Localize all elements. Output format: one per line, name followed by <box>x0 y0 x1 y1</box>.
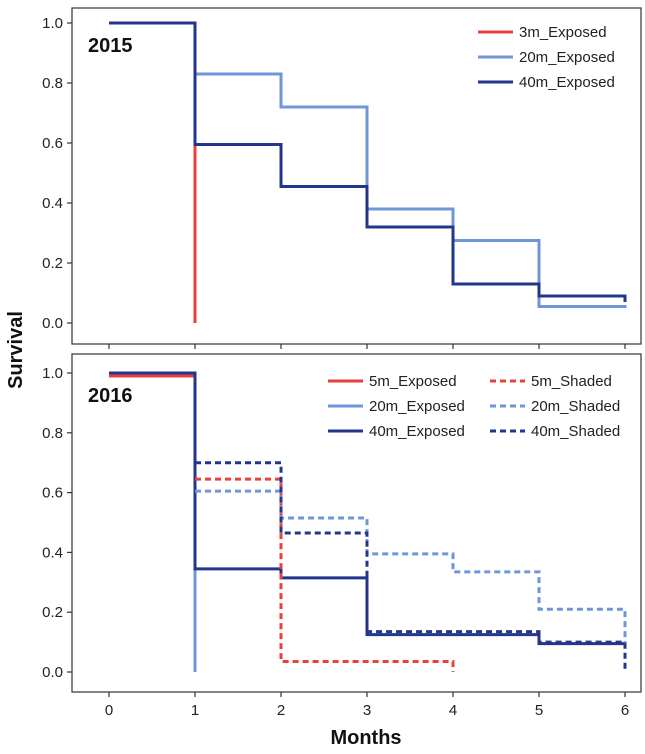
y-axis-title: Survival <box>5 311 27 389</box>
x-tick-label: 5 <box>535 702 543 719</box>
x-tick-label: 0 <box>105 702 113 719</box>
y-tick-label: 0.6 <box>42 485 63 502</box>
panel-title: 2015 <box>88 35 133 57</box>
y-tick-label: 1.0 <box>42 365 63 382</box>
legend-label: 20m_Exposed <box>369 398 465 415</box>
legend-label: 40m_Exposed <box>369 423 465 440</box>
legend-label: 40m_Shaded <box>531 423 620 440</box>
panel-2016: 0.0 0.2 0.4 0.6 0.8 1.0 0 1 2 3 4 5 6 5m_Exposed 20m_E… <box>42 353 642 719</box>
y-tick-label: 0.4 <box>42 195 63 212</box>
series-line-40m-shaded <box>195 461 627 670</box>
series-line-5m-exposed <box>109 374 197 672</box>
y-tick-label: 0.2 <box>42 255 63 272</box>
legend: 5m_Exposed 20m_Exposed 40m_Exposed 5m_Shade… <box>328 373 620 440</box>
series-line-20m-exposed <box>109 371 197 672</box>
x-tick-label: 3 <box>363 702 371 719</box>
series-line-3m-exposed <box>109 21 197 323</box>
x-axis-title: Months <box>330 727 401 749</box>
y-tick-label: 0.8 <box>42 425 63 442</box>
y-tick-label: 0.2 <box>42 604 63 621</box>
legend-label: 5m_Exposed <box>369 373 457 390</box>
legend-label: 3m_Exposed <box>519 24 607 41</box>
x-tick-label: 6 <box>621 702 629 719</box>
y-tick-label: 0.6 <box>42 135 63 152</box>
legend-label: 5m_Shaded <box>531 373 612 390</box>
y-tick-label: 0.0 <box>42 664 63 681</box>
plot-frame <box>71 353 642 693</box>
legend-label: 40m_Exposed <box>519 74 615 91</box>
legend-label: 20m_Exposed <box>519 49 615 66</box>
series-line-5m-shaded <box>195 477 455 672</box>
legend-label: 20m_Shaded <box>531 398 620 415</box>
legend: 3m_Exposed 20m_Exposed 40m_Exposed <box>478 24 615 91</box>
y-tick-label: 0.0 <box>42 315 63 332</box>
panel-title: 2016 <box>88 385 133 407</box>
y-tick-label: 0.8 <box>42 75 63 92</box>
series-line-40m-exposed <box>109 21 627 302</box>
y-tick-label: 1.0 <box>42 15 63 32</box>
panel-2015: 0.0 0.2 0.4 0.6 0.8 1.0 3m_Exposed 20m_Exposed 4… <box>42 7 642 349</box>
x-tick-label: 4 <box>449 702 457 719</box>
x-tick-label: 2 <box>277 702 285 719</box>
plot-frame <box>71 7 642 345</box>
y-tick-label: 0.4 <box>42 544 63 561</box>
x-tick-label: 1 <box>191 702 199 719</box>
